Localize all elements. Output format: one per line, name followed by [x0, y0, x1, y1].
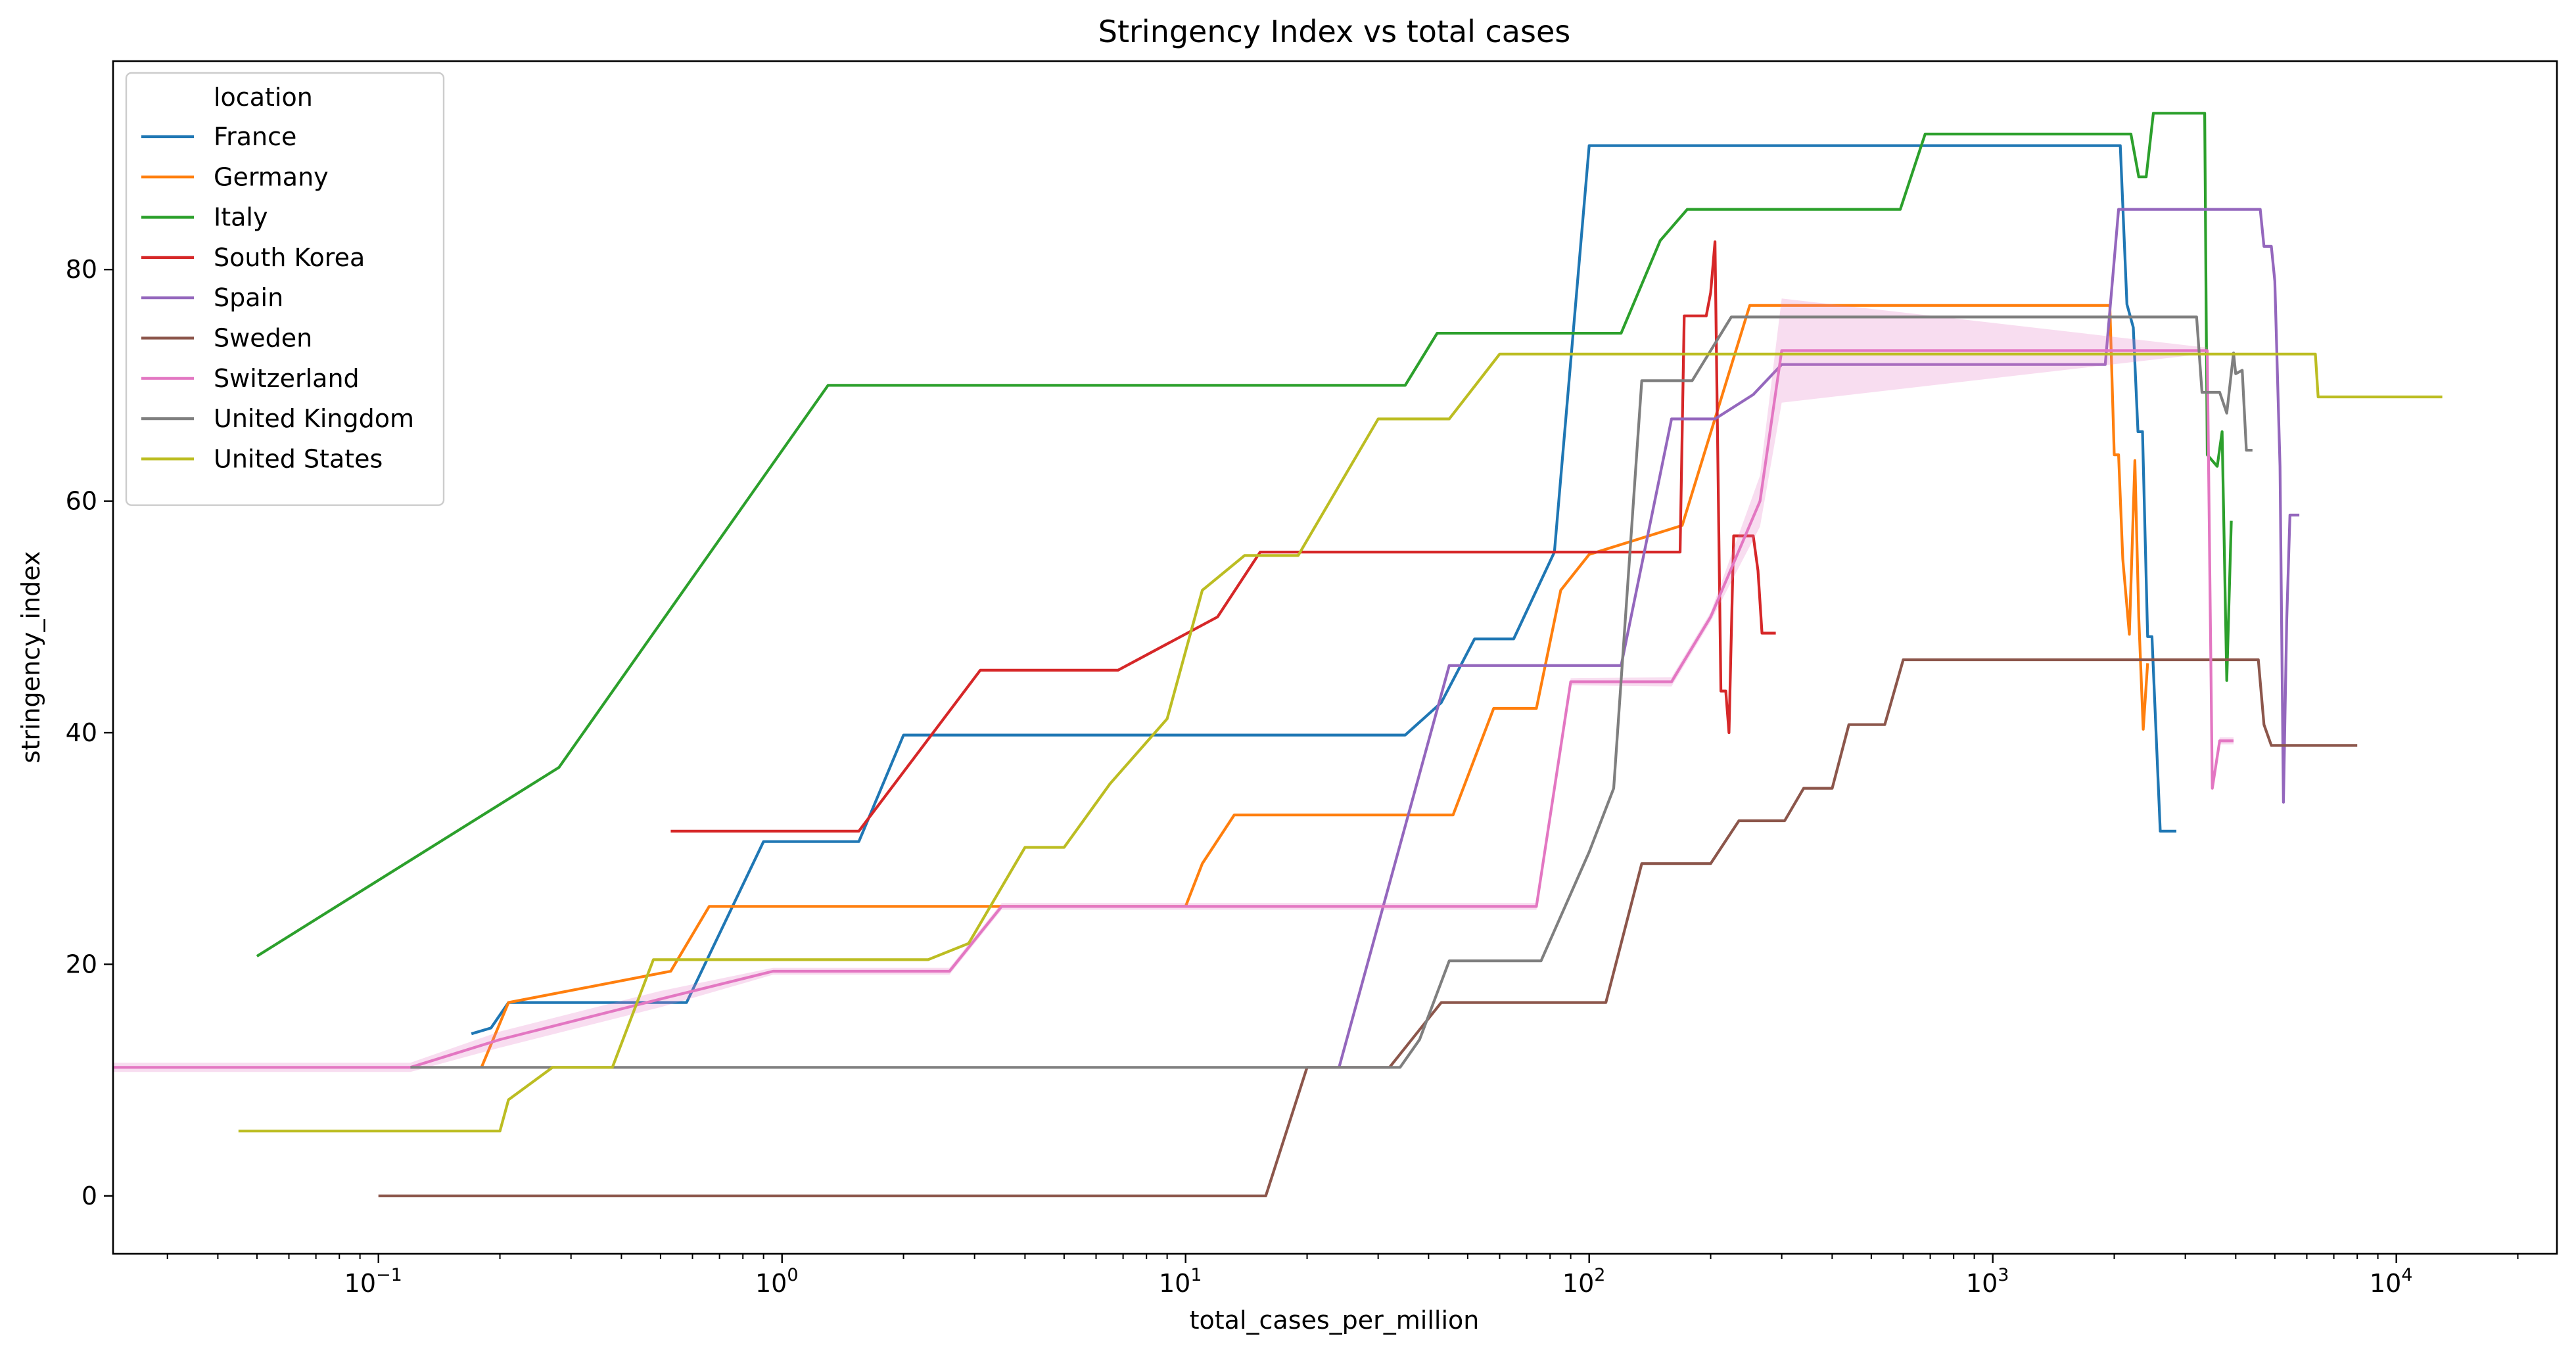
y-tick-label: 20	[66, 950, 97, 978]
series-line-france	[471, 144, 2176, 1036]
legend-box	[125, 72, 445, 506]
plot-area	[113, 112, 2443, 1198]
legend-label-united-kingdom: United Kingdom	[214, 404, 414, 433]
legend-label-italy: Italy	[214, 203, 268, 232]
legend-label-france: France	[214, 122, 296, 151]
legend-label-switzerland: Switzerland	[214, 364, 360, 393]
x-tick-label: 100	[755, 1265, 799, 1298]
legend-label-sweden: Sweden	[214, 324, 312, 353]
legend-title: location	[214, 83, 313, 112]
legend: location France Germany Italy South Korea Spa…	[125, 72, 445, 506]
y-tick-label: 0	[82, 1182, 97, 1210]
y-axis-label: stringency_index	[16, 551, 45, 764]
plot-frame	[112, 60, 2558, 1255]
series-line-united-kingdom	[410, 315, 2253, 1069]
legend-label-spain: Spain	[214, 283, 283, 312]
y-tick-label: 40	[66, 718, 97, 747]
x-axis: 10−1 100 101 102 103 104	[166, 1254, 2519, 1298]
x-tick-label: 10−1	[344, 1265, 402, 1298]
legend-label-united-states: United States	[214, 444, 383, 473]
y-tick-label: 60	[66, 487, 97, 516]
x-tick-label: 101	[1159, 1265, 1202, 1298]
series-line-italy	[256, 112, 2233, 957]
legend-label-germany: Germany	[214, 162, 329, 191]
x-tick-label: 104	[2370, 1265, 2413, 1298]
chart-title: Stringency Index vs total cases	[1098, 14, 1570, 49]
y-axis: 0 20 40 60 80	[66, 255, 113, 1210]
legend-label-south-korea: South Korea	[214, 243, 365, 272]
x-tick-label: 102	[1562, 1265, 1606, 1298]
series-line-south-korea	[670, 240, 1776, 833]
series-line-united-states	[238, 352, 2443, 1133]
x-axis-label: total_cases_per_million	[1190, 1306, 1480, 1335]
x-tick-label: 103	[1966, 1265, 2009, 1298]
y-tick-label: 80	[66, 255, 97, 284]
series-line-spain	[1338, 208, 2300, 1068]
